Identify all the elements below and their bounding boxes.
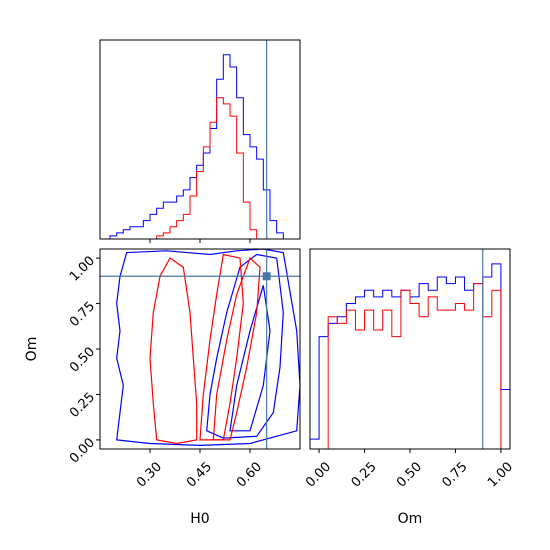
om-y-tick-label: 0.75 <box>67 299 98 330</box>
om-histogram-red <box>310 283 510 450</box>
h0-x-tick-label: 0.45 <box>184 459 215 490</box>
h0-histogram-blue <box>109 54 290 240</box>
om-histogram-frame <box>309 248 511 450</box>
om-x-tick-label: 0.50 <box>394 459 425 490</box>
om-y-tick-label: 0.25 <box>67 390 98 421</box>
om-x-tick-label: 0.00 <box>303 459 334 490</box>
h0-x-tick-label: 0.60 <box>234 459 265 490</box>
contour-blue-core <box>229 285 271 432</box>
h0-axis-label: H0 <box>190 511 209 527</box>
om-y-axis-label: Om <box>24 337 40 362</box>
h0-histogram-red <box>110 97 290 240</box>
om-x-tick-label: 0.75 <box>439 459 470 490</box>
om-x-tick-label: 0.25 <box>349 459 380 490</box>
om-y-tick-label: 1.00 <box>67 254 98 285</box>
om-x-tick-label: 1.00 <box>485 459 516 490</box>
h0-histogram-panel <box>99 39 301 240</box>
contour-red-inner <box>212 257 261 441</box>
contour-red-mid <box>199 253 244 441</box>
truth-marker <box>262 272 271 281</box>
joint-contour-panel <box>99 248 301 450</box>
om-y-tick-label: 0.50 <box>67 344 98 375</box>
contour-blue-outer <box>116 248 301 447</box>
om-y-tick-label: 0.00 <box>67 435 98 466</box>
contour-red-outer <box>149 257 198 445</box>
om-histogram-panel <box>309 248 511 450</box>
h0-x-tick-label: 0.30 <box>134 459 165 490</box>
om-axis-label: Om <box>398 511 423 527</box>
contour-blue-inner <box>206 253 284 439</box>
